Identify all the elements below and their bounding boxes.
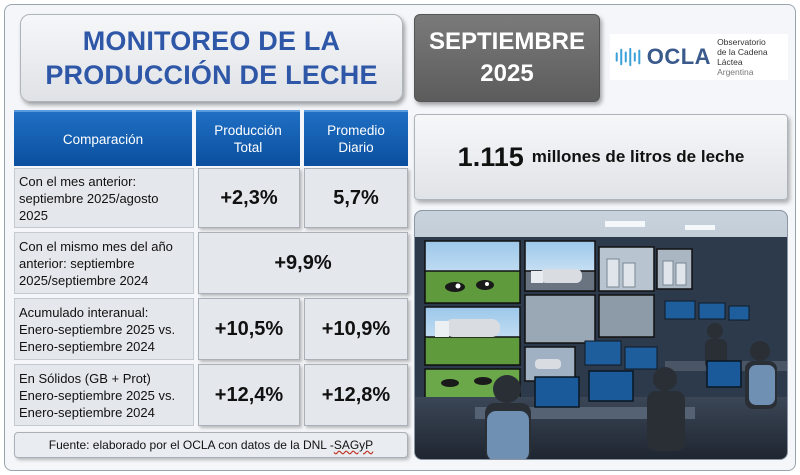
period-month: SEPTIEMBRE [428, 28, 586, 55]
title-line-1: MONITOREO DE LA [82, 26, 341, 56]
row-label: Acumulado interanual: Enero-septiembre 2… [14, 298, 194, 360]
logo-line-1: Observatorio [717, 37, 766, 47]
row-combined-value: +9,9% [198, 232, 408, 294]
header-daily: Promedio Diario [304, 110, 408, 166]
header-total: Producción Total [196, 110, 300, 166]
row-daily-value: +10,9% [304, 298, 408, 360]
row-label: En Sólidos (GB + Prot) Enero-septiembre … [14, 364, 194, 426]
row-total-value: +12,4% [198, 364, 300, 426]
logo-line-2: de la Cadena Láctea [717, 47, 768, 67]
wave-bars-icon [615, 47, 641, 67]
logo-subtitle: Observatorio de la Cadena Láctea Argenti… [717, 37, 788, 77]
row-daily-value: 5,7% [304, 168, 408, 228]
volume-unit: millones de litros de leche [531, 147, 745, 166]
logo-line-3: Argentina [717, 67, 754, 77]
volume-panel: 1.115 millones de litros de leche [414, 114, 788, 200]
volume-number: 1.115 [457, 141, 524, 172]
period-year: 2025 [480, 60, 534, 87]
title-line-2: PRODUCCIÓN DE LECHE [45, 60, 378, 90]
control-room-photo [414, 210, 788, 460]
row-total-value: +10,5% [198, 298, 300, 360]
title-panel: MONITOREO DE LA PRODUCCIÓN DE LECHE [20, 14, 403, 102]
row-label: Con el mes anterior: septiembre 2025/ago… [14, 168, 194, 228]
logo-brand: OCLA [646, 44, 712, 69]
period-badge: SEPTIEMBRE 2025 [414, 14, 600, 102]
control-room-illustration [415, 211, 787, 459]
row-label: Con el mismo mes del año anterior: septi… [14, 232, 194, 294]
ocla-logo: OCLA Observatorio de la Cadena Láctea Ar… [610, 34, 788, 80]
page-title: MONITOREO DE LA PRODUCCIÓN DE LECHE [45, 24, 377, 92]
source-note: Fuente: elaborado por el OCLA con datos … [14, 432, 408, 458]
row-daily-value: +12,8% [304, 364, 408, 426]
row-total-value: +2,3% [198, 168, 300, 228]
source-agency: SAGyP [333, 438, 374, 452]
source-text: Fuente: elaborado por el OCLA con datos … [48, 438, 334, 452]
header-comparison: Comparación [14, 110, 192, 166]
